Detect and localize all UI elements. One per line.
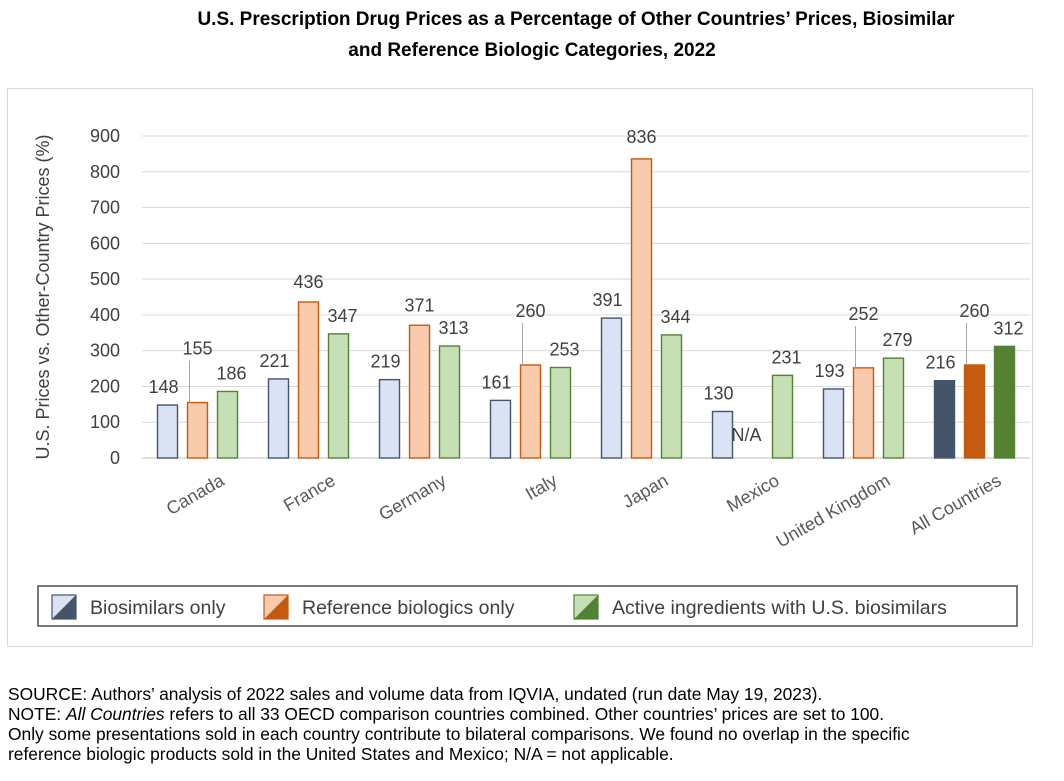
bar — [327, 333, 350, 459]
bar — [660, 334, 683, 459]
chart-title: U.S. Prescription Drug Prices as a Perce… — [0, 4, 1064, 66]
bar — [186, 401, 209, 459]
bar — [489, 399, 512, 459]
data-label: 260 — [959, 301, 989, 321]
bar — [771, 374, 794, 459]
chart-title-line-1: U.S. Prescription Drug Prices as a Perce… — [197, 9, 955, 30]
note-line: NOTE: All Countries refers to all 33 OEC… — [8, 704, 1064, 724]
legend-box — [37, 585, 1018, 627]
bar — [519, 364, 542, 459]
data-label: 436 — [293, 272, 323, 292]
y-tick-label: 200 — [90, 376, 120, 396]
y-tick-label: 900 — [90, 126, 120, 146]
source-note: SOURCE: Authors’ analysis of 2022 sales … — [8, 684, 823, 704]
x-tick-label: All Countries — [906, 470, 1004, 538]
bar — [549, 366, 572, 459]
x-tick-label: France — [280, 470, 339, 515]
y-tick-label: 400 — [90, 305, 120, 325]
y-axis-label: U.S. Prices vs. Other-Country Prices (%) — [33, 134, 53, 459]
note-line-4: reference biologic products sold in the … — [8, 744, 674, 764]
data-label: 391 — [592, 290, 622, 310]
bar — [408, 324, 431, 459]
bar — [822, 388, 845, 459]
x-tick-label: Italy — [522, 470, 561, 504]
legend-swatch-border — [263, 594, 289, 620]
data-label: 836 — [626, 127, 656, 147]
y-tick-label: 600 — [90, 233, 120, 253]
y-tick-label: 300 — [90, 341, 120, 361]
data-label: 186 — [216, 363, 246, 383]
note-line-3: Only some presentations sold in each cou… — [8, 724, 910, 744]
legend-swatch-dark — [574, 595, 598, 619]
data-label: 219 — [370, 352, 400, 372]
x-tick-label: Germany — [375, 470, 449, 524]
bar — [156, 404, 179, 459]
chart-frame — [7, 88, 1033, 647]
legend-swatch-dark — [52, 595, 76, 619]
y-tick-label: 800 — [90, 162, 120, 182]
data-label: 312 — [993, 318, 1023, 338]
legend-swatch-dark — [264, 595, 288, 619]
y-tick-label: 500 — [90, 269, 120, 289]
bar — [993, 345, 1016, 459]
y-tick-label: 700 — [90, 198, 120, 218]
x-tick-label: Mexico — [723, 470, 782, 516]
data-label: 155 — [182, 339, 212, 359]
legend-swatch-border — [51, 594, 77, 620]
legend-swatch-border — [573, 594, 599, 620]
na-label: N/A — [731, 425, 761, 445]
bar — [600, 317, 623, 459]
note-italic: All Countries — [65, 704, 165, 724]
data-label: 231 — [771, 347, 801, 367]
data-label: 260 — [515, 301, 545, 321]
data-label: 148 — [148, 377, 178, 397]
note-prefix: NOTE: — [8, 704, 66, 724]
data-label: 313 — [438, 318, 468, 338]
legend-label: Active ingredients with U.S. biosimilars — [612, 597, 947, 619]
bar — [438, 345, 461, 459]
chart-footer: SOURCE: Authors’ analysis of 2022 sales … — [8, 684, 1064, 764]
bar — [297, 301, 320, 459]
chart-title-line-2: and Reference Biologic Categories, 2022 — [348, 40, 716, 61]
x-tick-label: Japan — [619, 470, 671, 512]
data-label: 344 — [660, 307, 690, 327]
bar — [630, 158, 653, 459]
data-label: 253 — [549, 339, 579, 359]
data-label: 193 — [814, 361, 844, 381]
data-label: 347 — [327, 306, 357, 326]
legend-label: Reference biologics only — [302, 597, 515, 619]
bar — [963, 364, 986, 459]
data-label: 221 — [259, 351, 289, 371]
data-label: 130 — [703, 383, 733, 403]
bar — [216, 390, 239, 459]
y-tick-label: 100 — [90, 412, 120, 432]
y-tick-label: 0 — [110, 448, 120, 468]
data-label: 161 — [481, 372, 511, 392]
legend-label: Biosimilars only — [90, 597, 226, 619]
bar — [852, 367, 875, 459]
bar — [267, 378, 290, 459]
data-label: 279 — [882, 330, 912, 350]
bar — [933, 380, 956, 459]
data-label: 371 — [404, 295, 434, 315]
x-tick-label: United Kingdom — [773, 470, 894, 551]
bar — [882, 357, 905, 459]
bar — [711, 410, 734, 459]
bar — [378, 378, 401, 459]
data-label: 216 — [925, 353, 955, 373]
note-rest: refers to all 33 OECD comparison countri… — [164, 704, 885, 724]
x-tick-label: Canada — [163, 470, 228, 519]
data-label: 252 — [848, 304, 878, 324]
